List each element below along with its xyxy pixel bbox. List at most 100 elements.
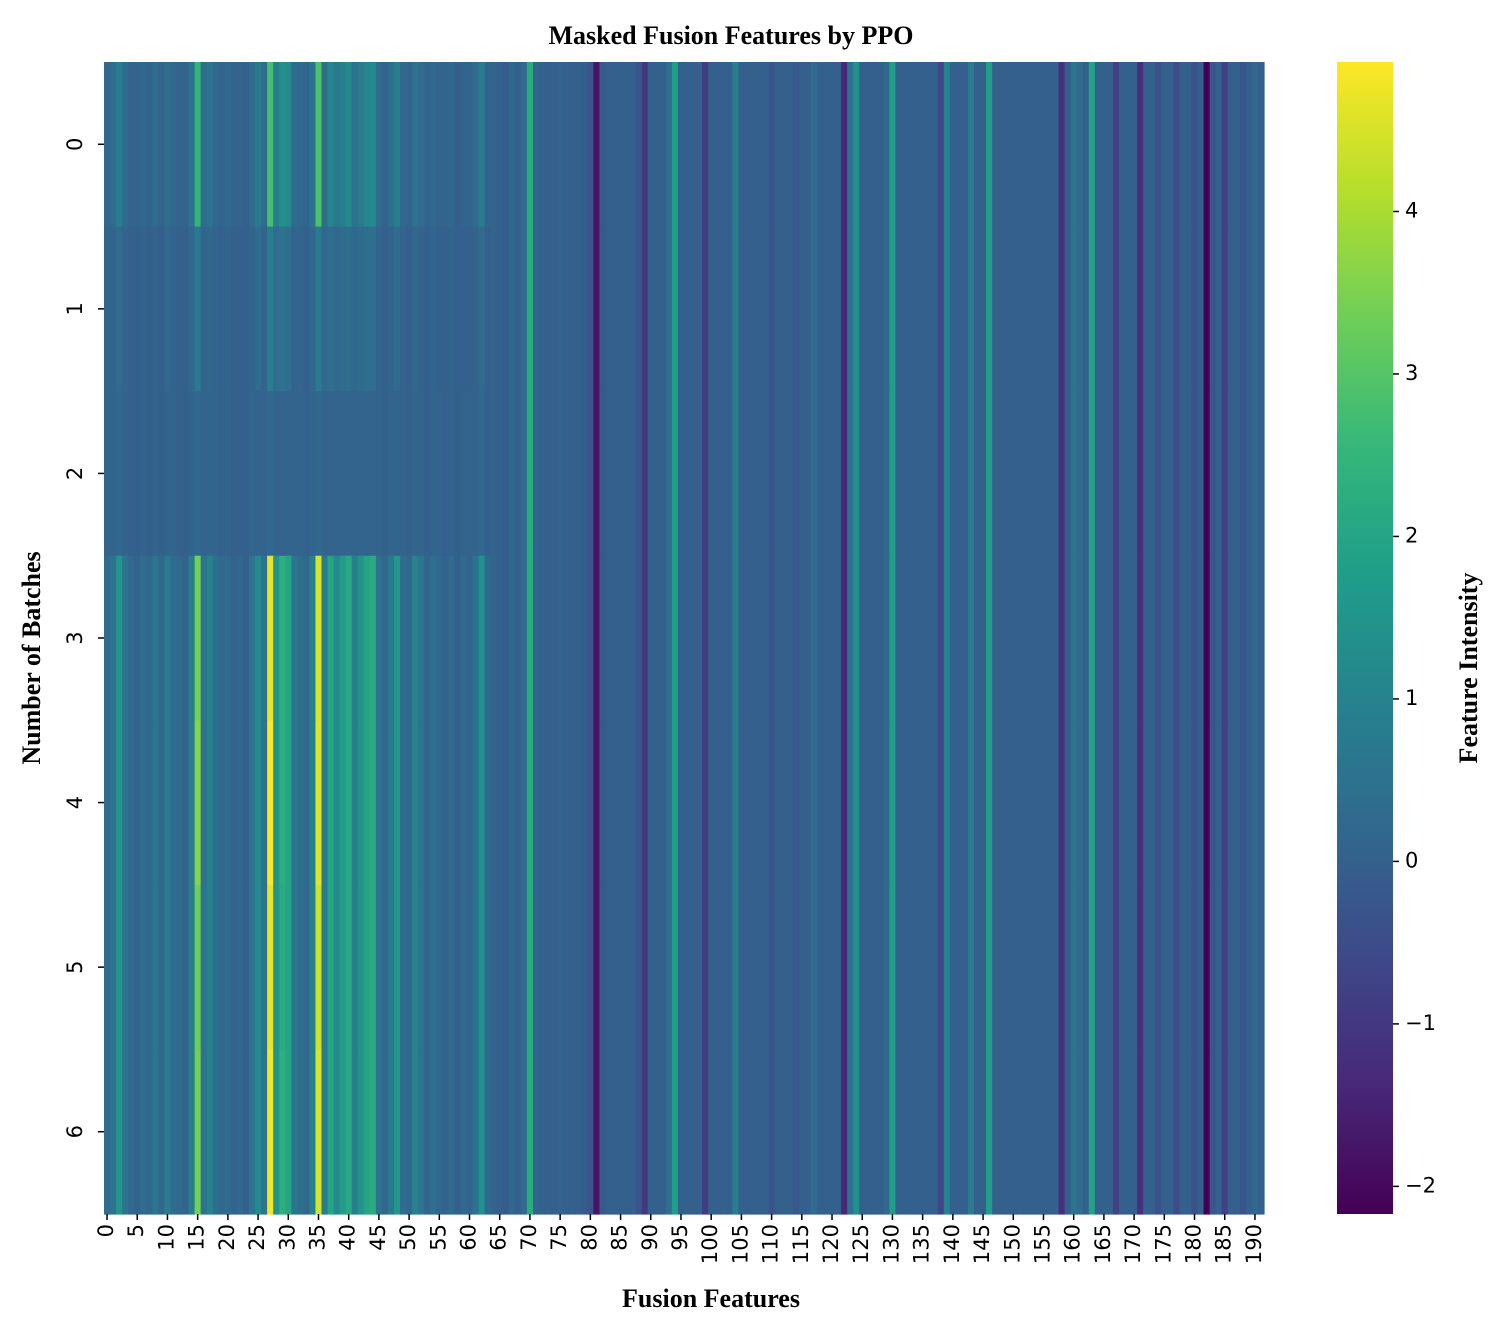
cell bbox=[333, 720, 341, 886]
cell bbox=[895, 555, 903, 721]
cell bbox=[502, 884, 510, 1051]
cell bbox=[557, 720, 564, 886]
cell bbox=[1227, 226, 1235, 392]
cell bbox=[406, 226, 413, 392]
x-tick-label: 125 bbox=[849, 1224, 873, 1264]
cell bbox=[1064, 391, 1072, 557]
cell bbox=[762, 226, 770, 392]
cell bbox=[1022, 720, 1029, 886]
cell bbox=[708, 1049, 715, 1215]
cell bbox=[1112, 1049, 1120, 1215]
cell bbox=[617, 226, 625, 392]
cell bbox=[768, 555, 776, 721]
cell bbox=[1010, 226, 1017, 392]
cell bbox=[804, 62, 812, 228]
x-tick-label: 5 bbox=[124, 1224, 148, 1237]
cell bbox=[442, 884, 449, 1051]
cell bbox=[291, 555, 298, 721]
cell bbox=[738, 1049, 746, 1215]
cell bbox=[1137, 555, 1144, 721]
cell bbox=[1155, 555, 1162, 721]
cell bbox=[351, 555, 359, 721]
cell bbox=[853, 391, 860, 557]
cell bbox=[1112, 391, 1120, 557]
cell bbox=[152, 62, 159, 228]
cell bbox=[490, 1049, 498, 1215]
cell bbox=[647, 62, 655, 228]
cell bbox=[587, 555, 594, 721]
cell bbox=[381, 720, 389, 886]
cell bbox=[1010, 720, 1017, 886]
cell bbox=[847, 1049, 854, 1215]
cell bbox=[961, 555, 969, 721]
cell bbox=[448, 555, 456, 721]
cell bbox=[1052, 1049, 1060, 1215]
cell bbox=[418, 391, 425, 557]
cell bbox=[1100, 720, 1108, 886]
cell bbox=[593, 555, 601, 721]
cell bbox=[430, 555, 437, 721]
cell bbox=[967, 391, 975, 557]
cell bbox=[242, 226, 250, 392]
cell bbox=[744, 720, 752, 886]
cell bbox=[297, 720, 304, 886]
cell bbox=[1112, 555, 1120, 721]
cell bbox=[696, 226, 703, 392]
cell bbox=[321, 62, 329, 228]
cell bbox=[605, 226, 613, 392]
cell bbox=[242, 884, 250, 1051]
cell bbox=[659, 720, 667, 886]
cell bbox=[1191, 720, 1199, 886]
cell bbox=[611, 720, 619, 886]
cell bbox=[1143, 1049, 1150, 1215]
cell bbox=[1004, 62, 1011, 228]
cell bbox=[551, 226, 558, 392]
cell bbox=[696, 884, 703, 1051]
cell bbox=[514, 884, 522, 1051]
cell bbox=[1112, 720, 1120, 886]
cell bbox=[418, 62, 425, 228]
cell bbox=[152, 1049, 159, 1215]
cell bbox=[1094, 1049, 1102, 1215]
cell bbox=[895, 720, 903, 886]
cell bbox=[714, 1049, 721, 1215]
cell bbox=[545, 555, 552, 721]
cell bbox=[303, 1049, 311, 1215]
cell bbox=[865, 1049, 872, 1215]
cell bbox=[478, 62, 486, 228]
cell bbox=[1143, 226, 1150, 392]
cell bbox=[1209, 391, 1217, 557]
cell bbox=[1215, 1049, 1223, 1215]
cell bbox=[877, 1049, 884, 1215]
cell bbox=[279, 720, 286, 886]
cell bbox=[436, 391, 443, 557]
cell bbox=[520, 555, 528, 721]
cell bbox=[1040, 62, 1048, 228]
cell bbox=[369, 555, 377, 721]
cell bbox=[1245, 62, 1253, 228]
cell bbox=[611, 226, 619, 392]
cell bbox=[1203, 391, 1211, 557]
cell bbox=[895, 884, 903, 1051]
cell bbox=[430, 884, 437, 1051]
cell bbox=[406, 62, 413, 228]
cell bbox=[128, 884, 135, 1051]
cell bbox=[1058, 555, 1066, 721]
cell bbox=[375, 884, 383, 1051]
cell bbox=[871, 555, 878, 721]
cell bbox=[696, 720, 703, 886]
cell bbox=[768, 884, 776, 1051]
cell bbox=[611, 391, 619, 557]
x-tick-label: 120 bbox=[819, 1224, 843, 1264]
cell bbox=[835, 391, 842, 557]
cell bbox=[508, 720, 516, 886]
cell bbox=[931, 1049, 939, 1215]
cell bbox=[575, 555, 582, 721]
cell bbox=[1058, 884, 1066, 1051]
cell bbox=[1149, 720, 1156, 886]
x-tick-label: 190 bbox=[1242, 1224, 1266, 1264]
cell bbox=[1191, 1049, 1199, 1215]
cell bbox=[684, 391, 691, 557]
cell bbox=[394, 1049, 401, 1215]
cell bbox=[925, 226, 933, 392]
